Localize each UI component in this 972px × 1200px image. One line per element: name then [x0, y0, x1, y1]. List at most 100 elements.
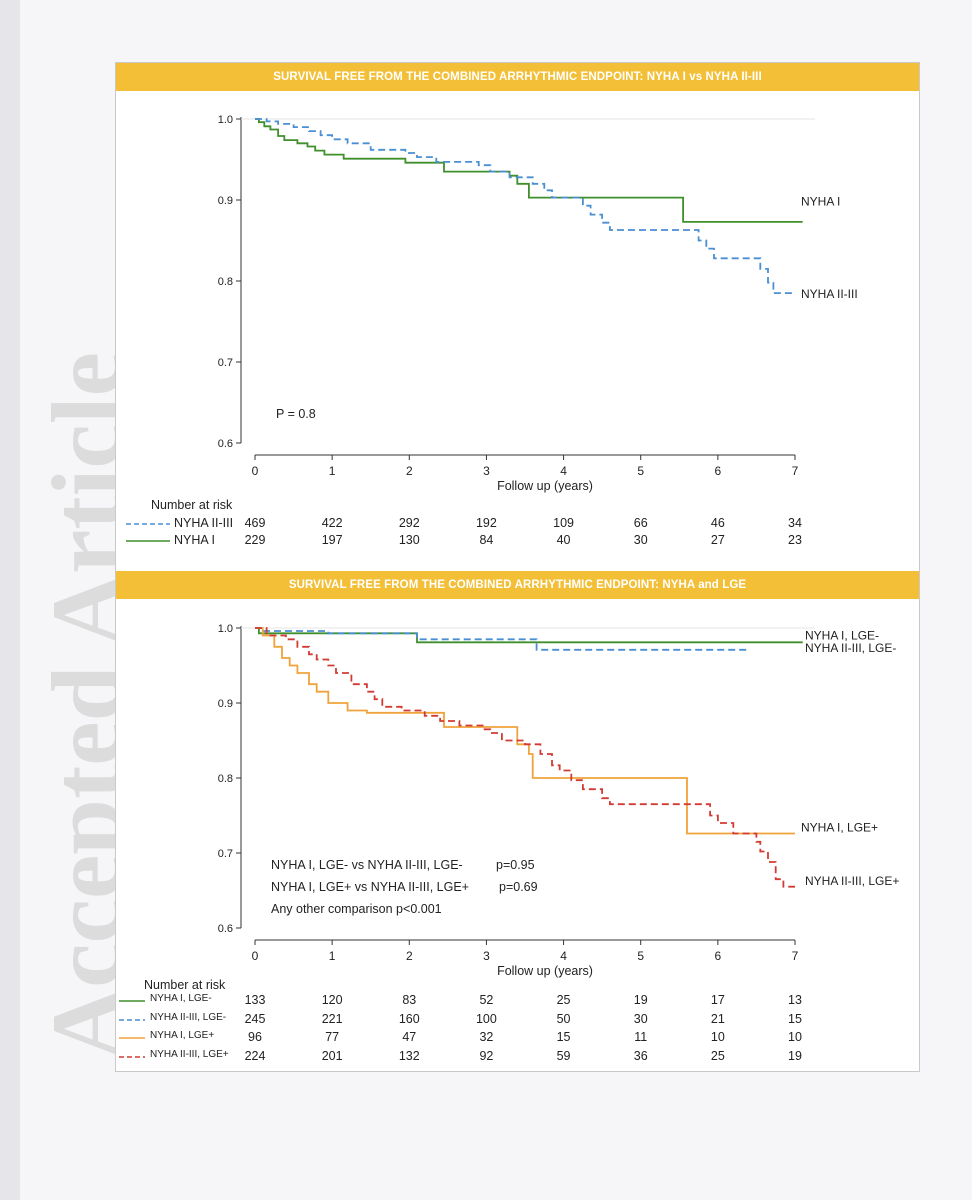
panel1-banner: SURVIVAL FREE FROM THE COMBINED ARRHYTHM… [116, 63, 919, 91]
risk-value: 10 [788, 1030, 802, 1044]
x-axis-label: Follow up (years) [497, 964, 593, 978]
risk-value: 19 [633, 993, 648, 1007]
risk-value: 30 [633, 533, 648, 547]
x-tick-label: 0 [252, 949, 259, 963]
risk-legend-swatch [119, 1037, 145, 1039]
risk-value: 292 [398, 516, 420, 530]
x-tick-label: 6 [715, 949, 722, 963]
risk-value: 13 [788, 993, 802, 1007]
series-line-nyha-ii-iii-lge- [255, 627, 795, 888]
risk-value: 84 [479, 533, 494, 547]
series-end-label: NYHA II-III, LGE+ [805, 874, 899, 888]
risk-value: 17 [710, 993, 725, 1007]
page-edge-strip [0, 0, 20, 1200]
chart-panel2: 0.6 0.7 0.8 0.9 1.0 0 1 2 3 4 5 6 7 Follow up (years)… [218, 623, 900, 978]
risk-value: 83 [402, 993, 417, 1007]
risk-legend-swatch [119, 1055, 145, 1058]
x-tick-label: 5 [637, 949, 644, 963]
figure-panel: SURVIVAL FREE FROM THE COMBINED ARRHYTHM… [115, 62, 920, 1072]
p-value-text: P = 0.8 [276, 407, 316, 421]
x-tick-label: 5 [637, 464, 644, 478]
risk-value: 25 [556, 993, 571, 1007]
comparison-3-label: Any other comparison p<0.001 [271, 902, 442, 916]
risk-row-label: NYHA I, LGE+ [150, 1030, 215, 1041]
x-tick-label: 3 [483, 949, 490, 963]
x-tick-label: 1 [329, 464, 336, 478]
x-tick-label: 0 [252, 464, 259, 478]
risk-value: 66 [633, 516, 648, 530]
x-tick-label: 2 [406, 949, 413, 963]
y-tick-label: 0.7 [218, 848, 233, 860]
risk-value: 52 [479, 993, 494, 1007]
x-tick-label: 2 [406, 464, 413, 478]
watermark: Accepted Article [31, 352, 128, 1060]
risk-value: 25 [710, 1048, 725, 1063]
series-end-label: NYHA II-III [801, 287, 858, 301]
y-tick-label: 0.7 [218, 357, 233, 369]
risk-table-title: Number at risk [144, 978, 226, 992]
risk-value: 197 [321, 533, 343, 547]
series-line-nyha-i [255, 118, 803, 223]
risk-value: 245 [244, 1011, 266, 1026]
risk-value: 32 [479, 1030, 494, 1044]
y-tick-label: 0.9 [218, 195, 233, 207]
risk-value: 100 [475, 1011, 497, 1026]
risk-value: 120 [321, 993, 343, 1007]
x-tick-label: 4 [560, 464, 567, 478]
risk-value: 59 [556, 1048, 571, 1063]
series-end-label: NYHA I, LGE- [805, 628, 879, 642]
risk-value: 224 [244, 1048, 266, 1063]
risk-value: 21 [710, 1011, 725, 1026]
risk-value: 34 [788, 516, 802, 530]
risk-legend-swatch [126, 540, 170, 542]
risk-legend-swatch [126, 523, 170, 525]
risk-value: 229 [244, 533, 266, 547]
risk-value: 50 [556, 1011, 571, 1026]
x-tick-label: 7 [792, 949, 799, 963]
risk-value: 15 [788, 1011, 802, 1026]
series-end-label: NYHA II-III, LGE- [805, 641, 896, 655]
risk-value: 221 [321, 1011, 343, 1026]
risk-row-label: NYHA I [174, 533, 215, 547]
series-line-nyha-i-lge- [255, 627, 803, 644]
risk-value: 132 [398, 1048, 420, 1063]
risk-row-label: NYHA II-III, LGE+ [150, 1048, 229, 1060]
risk-value: 92 [479, 1048, 494, 1063]
x-tick-label: 1 [329, 949, 336, 963]
series-end-label: NYHA I, LGE+ [801, 821, 878, 835]
risk-value: 192 [475, 516, 497, 530]
risk-value: 160 [398, 1011, 420, 1026]
x-axis-label: Follow up (years) [497, 479, 593, 493]
risk-value: 27 [710, 533, 725, 547]
risk-value: 130 [398, 533, 420, 547]
y-tick-label: 1.0 [218, 623, 233, 635]
risk-value: 133 [244, 993, 266, 1007]
risk-value: 201 [321, 1048, 343, 1063]
risk-value: 15 [556, 1030, 571, 1044]
risk-table-title: Number at risk [151, 498, 233, 512]
risk-value: 46 [710, 516, 725, 530]
risk-value: 40 [556, 533, 571, 547]
y-tick-label: 1.0 [218, 114, 233, 126]
chart-panel1: 0.6 0.7 0.8 0.9 1.0 0 1 2 3 4 5 6 7 Follow up (years)… [218, 114, 858, 493]
risk-value: 19 [788, 1048, 802, 1063]
risk-value: 109 [553, 516, 574, 530]
y-tick-label: 0.8 [218, 773, 233, 785]
comparison-2-pvalue: p=0.69 [499, 880, 538, 894]
x-tick-label: 3 [483, 464, 490, 478]
risk-value: 422 [321, 516, 343, 530]
series-end-label: NYHA I [801, 195, 840, 209]
risk-value: 11 [634, 1030, 648, 1044]
x-tick-label: 7 [792, 464, 799, 478]
risk-legend-swatch [119, 1018, 145, 1021]
x-tick-label: 4 [560, 949, 567, 963]
risk-value: 10 [710, 1030, 725, 1044]
risk-value: 96 [248, 1030, 262, 1044]
comparison-1-label: NYHA I, LGE- vs NYHA II-III, LGE- [271, 858, 463, 872]
watermark-text: Accepted Article [31, 352, 128, 1060]
comparison-1-pvalue: p=0.95 [496, 858, 535, 872]
risk-row-label: NYHA II-III, LGE- [150, 1011, 227, 1023]
risk-value: 469 [244, 516, 266, 530]
series-line-nyha-i-lge- [255, 627, 795, 835]
panel2-banner: SURVIVAL FREE FROM THE COMBINED ARRHYTHM… [116, 571, 919, 599]
